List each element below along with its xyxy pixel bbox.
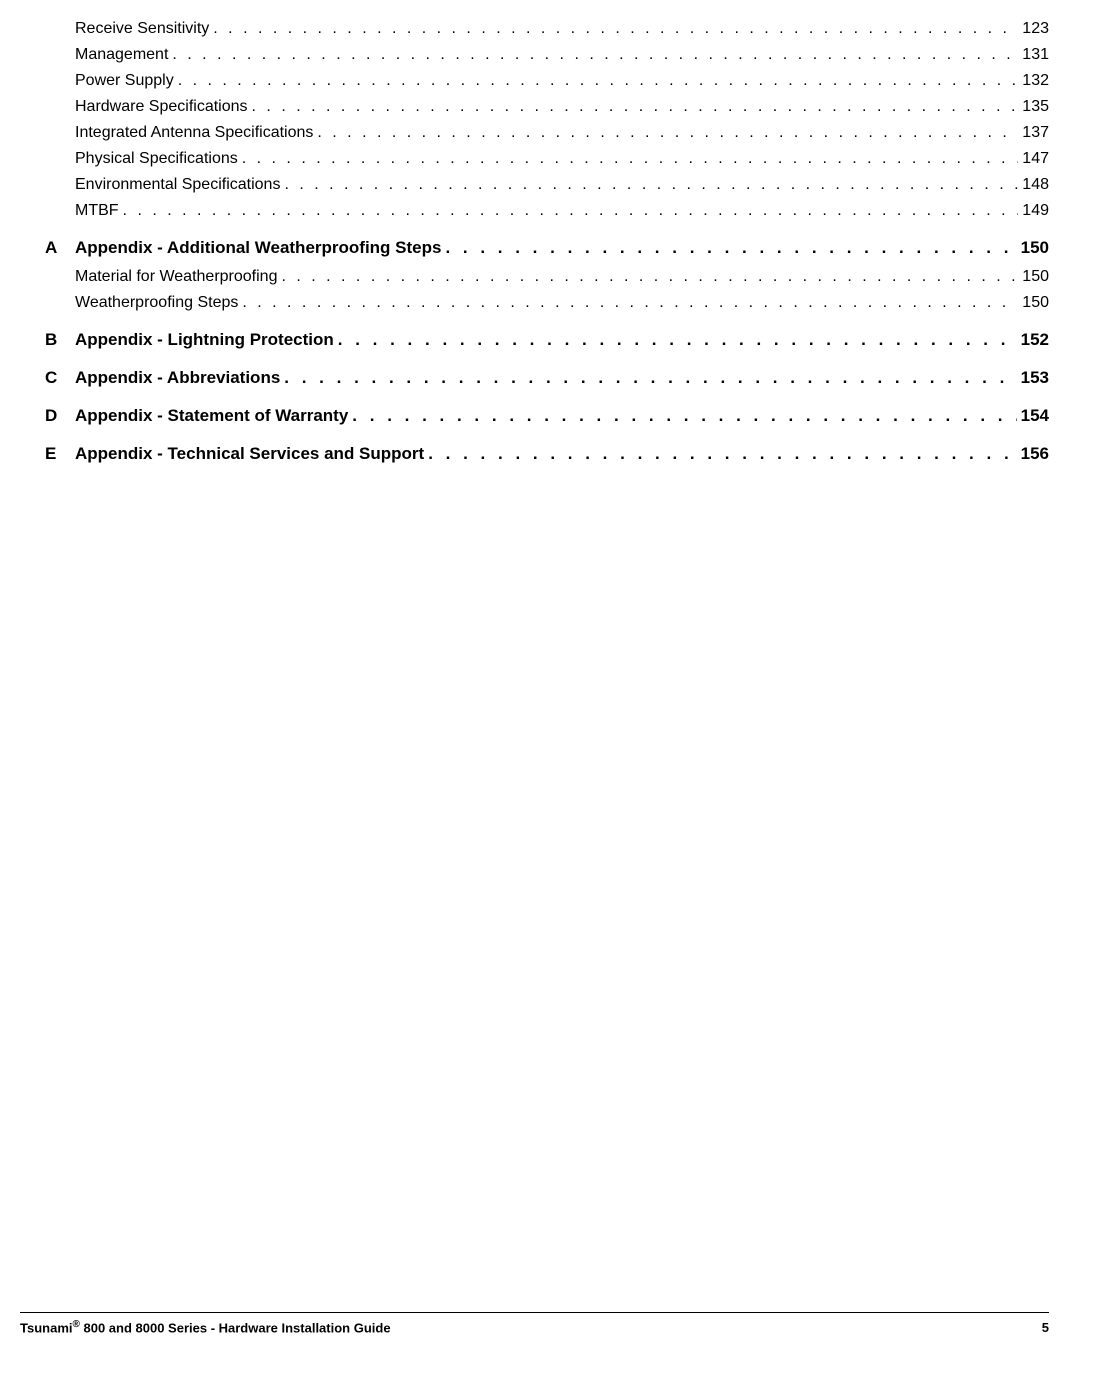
toc-leader-dots: . . . . . . . . . . . . . . . . . . . . … [252, 98, 1019, 116]
toc-leader-dots: . . . . . . . . . . . . . . . . . . . . … [242, 150, 1019, 168]
toc-sub-entry: MTBF . . . . . . . . . . . . . . . . . .… [45, 202, 1049, 220]
footer-title: Tsunami® 800 and 8000 Series - Hardware … [20, 1319, 391, 1335]
toc-sub-entry: Weatherproofing Steps . . . . . . . . . … [45, 294, 1049, 312]
toc-entry-page[interactable]: 150 [1022, 294, 1049, 312]
toc-entry-title[interactable]: Appendix - Technical Services and Suppor… [75, 444, 424, 464]
toc-leader-dots: . . . . . . . . . . . . . . . . . . . . … [445, 238, 1016, 258]
toc-entry-page[interactable]: 132 [1022, 72, 1049, 90]
toc-entry-title[interactable]: Hardware Specifications [75, 98, 248, 116]
toc-entry-title[interactable]: Material for Weatherproofing [75, 268, 277, 286]
registered-mark-icon: ® [73, 1319, 80, 1330]
toc-entry-title[interactable]: Weatherproofing Steps [75, 294, 238, 312]
toc-entry-title[interactable]: Integrated Antenna Specifications [75, 124, 313, 142]
toc-sub-entry: Environmental Specifications . . . . . .… [45, 176, 1049, 194]
footer-title-suffix: 800 and 8000 Series - Hardware Installat… [80, 1320, 391, 1335]
toc-entry-page[interactable]: 154 [1021, 406, 1049, 426]
toc-appendix-letter: B [45, 330, 75, 350]
toc-appendix-entry: CAppendix - Abbreviations . . . . . . . … [45, 368, 1049, 388]
toc-leader-dots: . . . . . . . . . . . . . . . . . . . . … [178, 72, 1019, 90]
toc-entry-page[interactable]: 150 [1021, 238, 1049, 258]
toc-entry-title[interactable]: Environmental Specifications [75, 176, 280, 194]
toc-appendix-entry: BAppendix - Lightning Protection . . . .… [45, 330, 1049, 350]
toc-appendix-entry: AAppendix - Additional Weatherproofing S… [45, 238, 1049, 258]
toc-appendix-entry: EAppendix - Technical Services and Suppo… [45, 444, 1049, 464]
footer-page-number: 5 [1042, 1320, 1049, 1335]
toc-appendix-entry: DAppendix - Statement of Warranty . . . … [45, 406, 1049, 426]
toc-leader-dots: . . . . . . . . . . . . . . . . . . . . … [213, 20, 1018, 38]
toc-leader-dots: . . . . . . . . . . . . . . . . . . . . … [284, 368, 1016, 388]
toc-entry-title[interactable]: Physical Specifications [75, 150, 238, 168]
toc-entry-page[interactable]: 156 [1021, 444, 1049, 464]
footer-content: Tsunami® 800 and 8000 Series - Hardware … [20, 1319, 1049, 1335]
footer-rule [20, 1312, 1049, 1313]
toc-entry-title[interactable]: Power Supply [75, 72, 174, 90]
page-footer: Tsunami® 800 and 8000 Series - Hardware … [20, 1312, 1049, 1335]
toc-entry-page[interactable]: 137 [1022, 124, 1049, 142]
toc-entry-title[interactable]: Appendix - Additional Weatherproofing St… [75, 238, 441, 258]
toc-entry-title[interactable]: Appendix - Abbreviations [75, 368, 280, 388]
toc-entry-page[interactable]: 150 [1022, 268, 1049, 286]
toc-entry-title[interactable]: Appendix - Lightning Protection [75, 330, 334, 350]
toc-leader-dots: . . . . . . . . . . . . . . . . . . . . … [317, 124, 1018, 142]
toc-appendix-letter: D [45, 406, 75, 426]
toc-leader-dots: . . . . . . . . . . . . . . . . . . . . … [338, 330, 1017, 350]
toc-container: Receive Sensitivity . . . . . . . . . . … [45, 20, 1049, 464]
toc-entry-page[interactable]: 123 [1022, 20, 1049, 38]
toc-appendix-letter: A [45, 238, 75, 258]
toc-entry-page[interactable]: 147 [1022, 150, 1049, 168]
toc-entry-title[interactable]: Appendix - Statement of Warranty [75, 406, 348, 426]
toc-entry-title[interactable]: Receive Sensitivity [75, 20, 209, 38]
toc-leader-dots: . . . . . . . . . . . . . . . . . . . . … [281, 268, 1018, 286]
toc-sub-entry: Material for Weatherproofing . . . . . .… [45, 268, 1049, 286]
toc-leader-dots: . . . . . . . . . . . . . . . . . . . . … [284, 176, 1018, 194]
toc-entry-page[interactable]: 135 [1022, 98, 1049, 116]
toc-entry-page[interactable]: 153 [1021, 368, 1049, 388]
toc-sub-entry: Power Supply . . . . . . . . . . . . . .… [45, 72, 1049, 90]
toc-leader-dots: . . . . . . . . . . . . . . . . . . . . … [123, 202, 1019, 220]
toc-sub-entry: Receive Sensitivity . . . . . . . . . . … [45, 20, 1049, 38]
toc-leader-dots: . . . . . . . . . . . . . . . . . . . . … [352, 406, 1016, 426]
toc-appendix-letter: C [45, 368, 75, 388]
toc-leader-dots: . . . . . . . . . . . . . . . . . . . . … [242, 294, 1018, 312]
footer-title-prefix: Tsunami [20, 1320, 73, 1335]
toc-sub-entry: Management . . . . . . . . . . . . . . .… [45, 46, 1049, 64]
toc-entry-page[interactable]: 148 [1022, 176, 1049, 194]
toc-sub-entry: Hardware Specifications . . . . . . . . … [45, 98, 1049, 116]
toc-leader-dots: . . . . . . . . . . . . . . . . . . . . … [172, 46, 1018, 64]
toc-entry-title[interactable]: Management [75, 46, 168, 64]
toc-entry-page[interactable]: 131 [1022, 46, 1049, 64]
toc-entry-page[interactable]: 152 [1021, 330, 1049, 350]
toc-sub-entry: Integrated Antenna Specifications . . . … [45, 124, 1049, 142]
toc-leader-dots: . . . . . . . . . . . . . . . . . . . . … [428, 444, 1016, 464]
toc-entry-title[interactable]: MTBF [75, 202, 119, 220]
toc-entry-page[interactable]: 149 [1022, 202, 1049, 220]
toc-appendix-letter: E [45, 444, 75, 464]
toc-sub-entry: Physical Specifications . . . . . . . . … [45, 150, 1049, 168]
